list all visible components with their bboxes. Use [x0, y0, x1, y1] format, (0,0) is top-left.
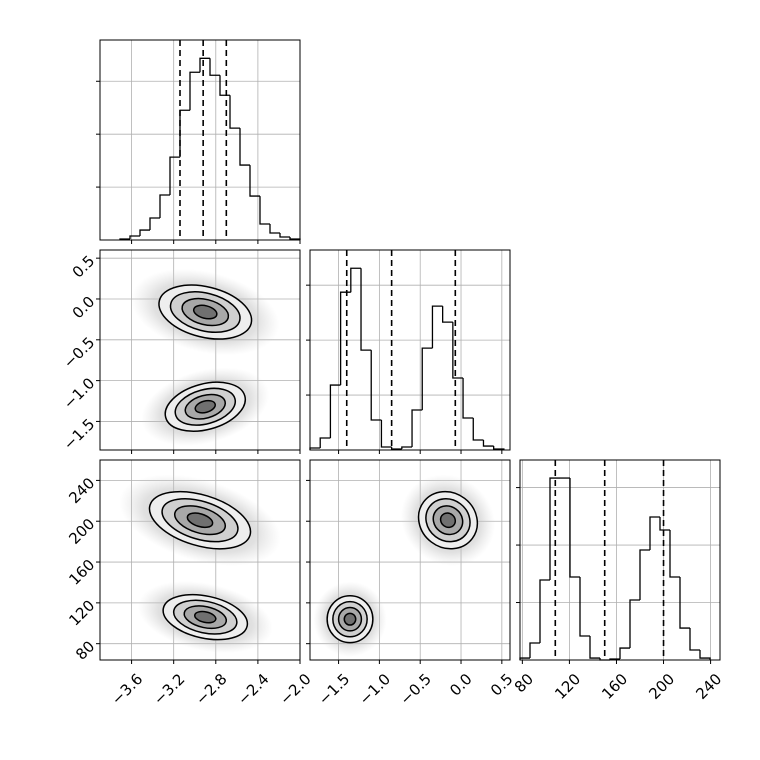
histogram-bin	[431, 305, 443, 349]
histogram-bin	[139, 229, 150, 236]
histogram-bin	[129, 235, 140, 240]
y-tick-label: 200	[65, 515, 98, 548]
y-tick-label: −0.5	[60, 333, 98, 371]
contour	[343, 612, 357, 626]
y-tick-label: 0.5	[69, 252, 99, 282]
contour	[439, 512, 457, 529]
histogram-bin	[539, 579, 550, 643]
histogram-bin	[549, 477, 560, 580]
histogram-bin	[269, 224, 280, 234]
histogram-bin	[639, 549, 650, 600]
histogram-bin	[442, 306, 453, 323]
histogram-bin	[169, 156, 180, 196]
contour	[192, 304, 218, 320]
x-tick-label: −0.5	[396, 670, 434, 708]
contour	[193, 610, 217, 624]
x-tick-label: 120	[551, 670, 584, 703]
panel-frame	[99, 39, 301, 241]
histogram-bin	[579, 577, 590, 637]
x-tick-label: −2.8	[192, 670, 230, 708]
panel-frame	[519, 459, 721, 661]
panel-frame	[99, 459, 301, 661]
density-panel	[96, 459, 301, 664]
x-tick-label: 160	[598, 670, 631, 703]
histogram-bin	[669, 530, 680, 578]
x-tick-label: −3.2	[150, 670, 188, 708]
histogram-panel	[96, 39, 301, 244]
y-tick-label: 120	[65, 596, 98, 629]
histogram-panel	[306, 249, 511, 454]
histogram-bin	[529, 642, 540, 659]
density-panel	[306, 459, 511, 664]
panel-frame	[309, 249, 511, 451]
histogram-bin	[219, 75, 230, 96]
histogram-bin	[452, 322, 464, 379]
histogram-bin	[421, 347, 433, 410]
y-tick-label: 240	[65, 474, 98, 507]
histogram-bin	[279, 233, 290, 238]
panel-frame	[309, 459, 511, 661]
histogram-bin	[482, 440, 494, 447]
x-tick-label: −1.5	[315, 670, 353, 708]
histogram-bin	[411, 409, 423, 448]
histogram-bin	[339, 291, 351, 386]
histogram-bin	[149, 217, 160, 231]
y-tick-label: 160	[65, 556, 98, 589]
x-tick-label: 0.0	[446, 670, 476, 700]
histogram-bin	[472, 418, 484, 441]
histogram-panel	[516, 459, 721, 664]
histogram-bin	[350, 267, 362, 293]
density-panel	[96, 249, 301, 454]
histogram-bin	[360, 268, 372, 351]
panel-frame	[99, 249, 301, 451]
histogram-bin	[462, 378, 474, 419]
histogram-bin	[649, 516, 660, 550]
histogram-bin	[249, 165, 260, 197]
contour	[194, 399, 217, 414]
histogram-bin	[319, 437, 331, 449]
x-tick-label: 200	[645, 670, 678, 703]
histogram-bin	[493, 446, 505, 450]
histogram-bin	[390, 447, 402, 450]
histogram-bin	[401, 446, 413, 450]
contours	[313, 474, 495, 657]
histogram-bin	[679, 577, 690, 629]
histogram-bin	[659, 517, 670, 531]
histogram-bin	[159, 194, 170, 218]
x-tick-label: 80	[511, 670, 537, 696]
x-tick-label: 240	[692, 670, 725, 703]
histogram-bin	[689, 628, 700, 651]
histogram-bin	[569, 478, 580, 578]
x-tick-label: −2.4	[234, 670, 272, 708]
histogram-bin	[199, 57, 210, 73]
contours	[119, 474, 281, 654]
histogram-bin	[189, 71, 200, 111]
x-tick-label: −3.6	[108, 670, 146, 708]
histogram-bin	[380, 420, 392, 448]
histogram-bin	[209, 58, 220, 76]
x-tick-label: −1.0	[356, 670, 394, 708]
contours	[131, 268, 280, 446]
x-tick-label: −2.0	[276, 670, 314, 708]
histogram-bin	[629, 599, 640, 649]
histogram-bin	[370, 350, 382, 421]
histogram-bin	[259, 196, 270, 225]
histogram-bin	[699, 650, 711, 660]
histogram-bin	[179, 109, 190, 158]
contour	[186, 512, 214, 529]
histogram-bin	[589, 635, 600, 659]
y-tick-label: 0.0	[69, 293, 99, 323]
y-tick-label: −1.0	[60, 374, 98, 412]
histogram-bin	[329, 384, 341, 439]
histogram-bin	[619, 647, 630, 659]
histogram-bin	[229, 95, 240, 129]
y-tick-label: 80	[72, 637, 98, 663]
y-tick-label: −1.5	[60, 415, 98, 453]
histogram-bin	[239, 128, 250, 166]
